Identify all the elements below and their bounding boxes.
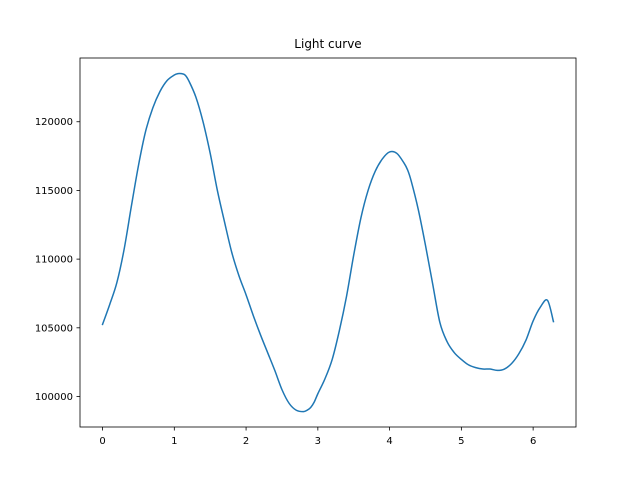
y-tick-label: 120000: [35, 117, 73, 128]
y-axis: 100000 105000 110000 115000 120000: [35, 117, 80, 403]
x-tick-label: 1: [171, 436, 177, 447]
y-tick-label: 100000: [35, 392, 73, 403]
plot-frame: [79, 57, 577, 428]
chart-title: Light curve: [294, 37, 361, 51]
x-tick-label: 6: [530, 436, 536, 447]
y-tick-label: 105000: [35, 323, 73, 334]
x-axis: 0 1 2 3 4 5 6: [99, 427, 536, 447]
x-tick-label: 0: [99, 436, 105, 447]
series-layer: [101, 72, 555, 413]
y-tick-label: 115000: [35, 186, 73, 197]
x-tick-label: 3: [315, 436, 321, 447]
series-line: [101, 72, 555, 413]
plot-background: [80, 58, 576, 427]
x-tick-label: 2: [243, 436, 249, 447]
x-tick-label: 4: [386, 436, 392, 447]
y-tick-label: 110000: [35, 255, 73, 266]
x-tick-label: 5: [458, 436, 464, 447]
